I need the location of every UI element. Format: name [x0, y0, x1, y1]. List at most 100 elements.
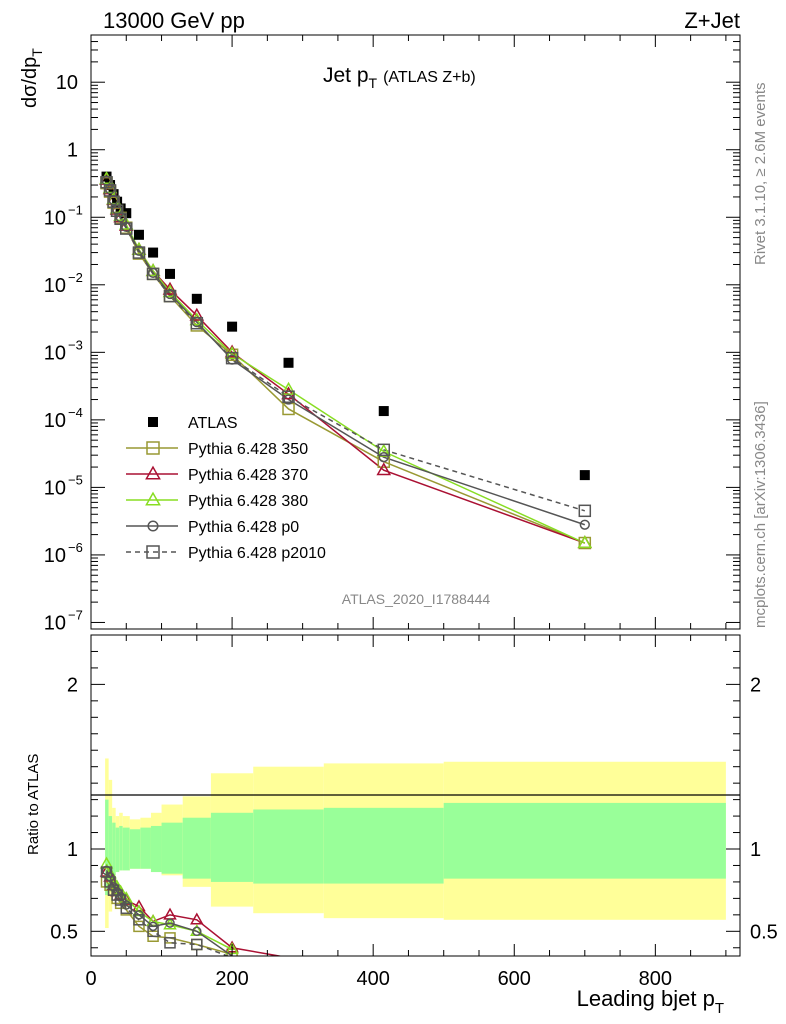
- series-2-point-9: [189, 307, 205, 321]
- series-4-point-8: [164, 288, 176, 300]
- ratio-y-tick-label-right: 1: [750, 839, 761, 861]
- band-inner-11: [210, 812, 254, 882]
- main-y-axis-label: dσ/dpT: [19, 48, 45, 108]
- series-5-point-7: [146, 267, 160, 281]
- y-tick-label: 10: [44, 275, 66, 297]
- series-0-point-9: [191, 293, 202, 304]
- y-tick-label: 1: [67, 140, 78, 162]
- y-tick-label: 10: [44, 545, 66, 567]
- series-0-point-7: [148, 247, 159, 258]
- main-y-axis-label-sub: T: [29, 48, 45, 57]
- series-0-point-11: [283, 357, 294, 368]
- plot-title-note: (ATLAS Z+b): [383, 69, 476, 86]
- analysis-id-label: ATLAS_2020_I1788444: [342, 591, 491, 607]
- series-5-point-0: [100, 175, 113, 189]
- ratio-y-tick-label: 0.5: [50, 921, 78, 943]
- band-inner-4: [119, 825, 123, 871]
- band-inner-3: [115, 827, 120, 873]
- main-y-axis-label-main: dσ/dp: [19, 57, 41, 108]
- series-3-point-2: [106, 191, 121, 205]
- series-2-point-12: [376, 462, 392, 476]
- ratio-uncertainty-bands: [105, 758, 726, 929]
- legend-label-5: Pythia 6.428 p2010: [188, 545, 326, 562]
- ratio-5-point-6: [133, 914, 145, 926]
- legend-marker-2: [145, 465, 161, 480]
- main-series-markers: [99, 171, 593, 550]
- x-axis-label-main: Leading bjet p: [577, 986, 715, 1011]
- ratio-panel: 0 200 400 600 800 2 2 1 1 0.5 0.5: [50, 634, 778, 990]
- band-inner-7: [140, 827, 151, 869]
- y-tick-label: 10: [56, 72, 78, 94]
- series-4-point-12: [378, 452, 389, 463]
- legend-marker-5: [146, 545, 160, 559]
- legend-label-0: ATLAS: [188, 415, 238, 432]
- ratio-2-point-9: [190, 912, 204, 925]
- x-tick-label: 0: [85, 968, 96, 990]
- band-inner-9: [161, 822, 183, 874]
- y-tick-label: 10: [44, 207, 66, 229]
- series-3-point-4: [113, 207, 128, 221]
- energy-label: 13000 GeV pp: [103, 8, 245, 33]
- series-5-point-6: [132, 246, 146, 259]
- y-tick-exponent: −2: [68, 270, 83, 285]
- y-tick-label: 10: [44, 477, 66, 499]
- ratio-4-point-8: [165, 918, 175, 928]
- series-5-point-12: [377, 443, 391, 457]
- series-5-point-2: [107, 195, 120, 208]
- x-tick-label: 800: [639, 968, 672, 990]
- series-5-point-8: [163, 289, 177, 303]
- legend-marker-0: [148, 417, 158, 427]
- series-0-point-8: [165, 268, 176, 279]
- legend-label-3: Pythia 6.428 380: [188, 493, 308, 510]
- legend: ATLAS Pythia 6.428 350 Pythia 6.428 370 Pyt…: [126, 415, 326, 562]
- series-3-point-6: [131, 241, 147, 255]
- ratio-5-point-8: [164, 937, 176, 949]
- ratio-1-point-6: [133, 920, 145, 933]
- ratio-frame: [90, 634, 741, 957]
- ratio-4-point-9: [192, 926, 202, 937]
- y-tick-exponent: −6: [68, 540, 83, 555]
- band-inner-13: [323, 807, 444, 884]
- y-tick-label: 10: [44, 342, 66, 364]
- band-inner-10: [182, 817, 211, 879]
- series-5-point-3: [110, 204, 124, 217]
- x-axis-label-sub: T: [715, 1000, 724, 1017]
- ratio-y-tick-label-right: 0.5: [750, 921, 778, 943]
- y-tick-exponent: −3: [68, 337, 83, 352]
- x-tick-label: 600: [498, 968, 531, 990]
- series-5-point-9: [190, 316, 204, 330]
- series-2-point-11: [281, 386, 296, 400]
- band-inner-0: [105, 799, 109, 896]
- series-0-point-10: [227, 321, 238, 332]
- series-3-point-13: [577, 535, 593, 549]
- y-tick-exponent: −7: [68, 607, 83, 622]
- legend-label-1: Pythia 6.428 350: [188, 441, 308, 458]
- legend-marker-3: [145, 491, 161, 506]
- legend-marker-4: [147, 520, 159, 532]
- ratio-2-point-8: [163, 907, 177, 920]
- series-0-point-12: [378, 406, 389, 417]
- band-inner-14: [443, 802, 726, 879]
- ratio-5-point-9: [191, 938, 203, 951]
- series-5-point-13: [578, 504, 592, 518]
- ratio-y-axis-label: Ratio to ATLAS: [25, 754, 42, 855]
- x-tick-label: 400: [356, 968, 389, 990]
- band-inner-1: [108, 816, 113, 887]
- series-5-point-5: [120, 222, 133, 235]
- ratio-y-tick-label: 1: [67, 839, 78, 861]
- side-mcplots-label: mcplots.cern.ch [arXiv:1306.3436]: [752, 401, 769, 628]
- series-2-point-8: [162, 281, 178, 295]
- series-3-point-11: [281, 381, 296, 395]
- ratio-5-point-1: [104, 876, 116, 888]
- side-rivet-label: Rivet 3.1.10, ≥ 2.6M events: [752, 83, 769, 266]
- y-tick-exponent: −4: [68, 405, 83, 420]
- series-4-point-11: [283, 394, 294, 405]
- plot-title-main: Jet p: [323, 64, 369, 87]
- band-inner-6: [129, 829, 141, 869]
- y-tick-label: 10: [44, 612, 66, 634]
- series-0-point-13: [579, 470, 590, 481]
- main-series-lines: [105, 178, 586, 544]
